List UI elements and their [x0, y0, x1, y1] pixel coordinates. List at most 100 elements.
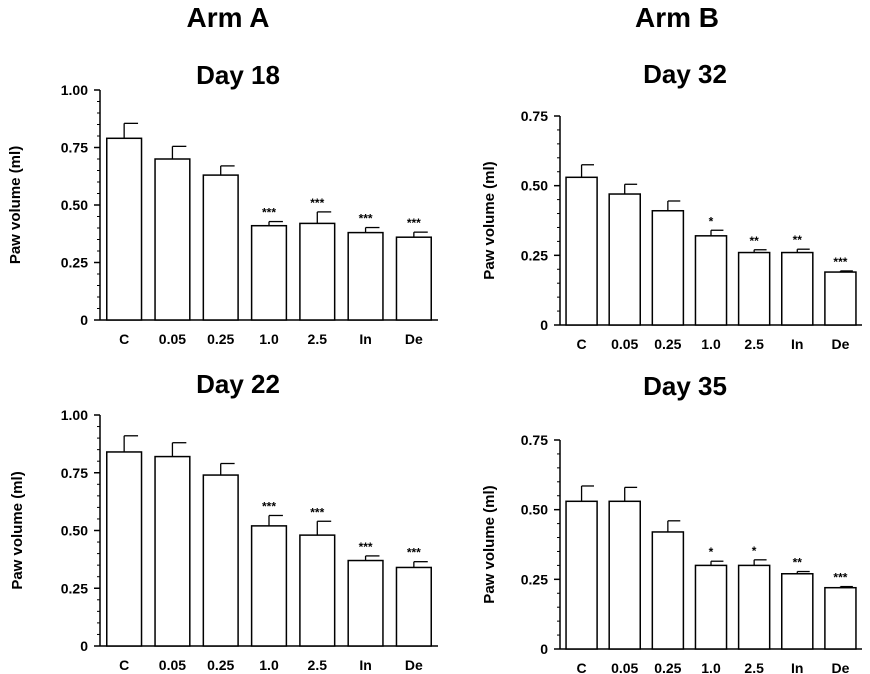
bar [694, 235, 728, 326]
bar [565, 500, 598, 650]
chart-title: Day 22 [196, 369, 280, 399]
x-tick-label: C [577, 660, 587, 674]
x-tick-label: 2.5 [308, 331, 328, 347]
significance-label: *** [407, 216, 421, 230]
x-tick-label: 0.25 [207, 331, 234, 347]
x-tick-label: 2.5 [744, 336, 764, 352]
y-tick-label: 1.00 [61, 82, 88, 98]
y-tick-label: 0.25 [521, 247, 548, 263]
bar [106, 137, 143, 321]
bar [651, 209, 685, 326]
significance-label: ** [793, 556, 803, 570]
bar [395, 566, 432, 647]
y-tick-label: 0 [540, 641, 548, 657]
bar [299, 222, 336, 321]
significance-label: ** [793, 233, 803, 247]
significance-label: *** [833, 571, 847, 585]
significance-label: *** [262, 206, 276, 220]
y-axis-label: Paw volume (ml) [481, 161, 498, 279]
significance-label: * [709, 545, 714, 559]
x-tick-label: 0.05 [159, 331, 186, 347]
bar [694, 564, 728, 650]
chart-title: Day 32 [643, 59, 727, 89]
bar [202, 174, 239, 321]
bar [737, 251, 771, 326]
x-tick-label: 1.0 [701, 336, 721, 352]
x-tick-label: C [577, 336, 587, 352]
bar [395, 236, 432, 321]
bar [781, 251, 814, 326]
arm-b-title: Arm B [634, 2, 719, 33]
x-tick-label: In [359, 331, 371, 347]
x-tick-label: 0.25 [207, 657, 234, 673]
bar [154, 455, 191, 647]
bar [824, 586, 857, 650]
y-tick-label: 0.75 [61, 140, 88, 156]
y-axis-label: Paw volume (ml) [9, 471, 26, 589]
y-tick-label: 0.50 [521, 502, 548, 518]
significance-label: *** [833, 255, 847, 269]
bar [202, 474, 239, 647]
y-tick-label: 0.50 [521, 178, 548, 194]
bar [608, 500, 641, 650]
bar [299, 534, 336, 647]
y-tick-label: 1.00 [61, 407, 88, 423]
significance-label: *** [359, 212, 373, 226]
bar [154, 158, 191, 321]
y-tick-label: 0.50 [61, 523, 88, 539]
x-tick-label: 0.25 [654, 336, 681, 352]
y-tick-label: 0.75 [521, 108, 548, 124]
x-tick-label: De [405, 657, 423, 673]
x-tick-label: De [831, 660, 849, 674]
bar [651, 531, 685, 650]
y-tick-label: 0.25 [521, 571, 548, 587]
x-tick-label: C [119, 657, 129, 673]
bar [737, 564, 771, 650]
y-tick-label: 0.25 [61, 580, 88, 596]
bar [250, 525, 288, 647]
x-tick-label: In [791, 336, 803, 352]
y-tick-label: 0.25 [61, 255, 88, 271]
x-tick-label: 1.0 [701, 660, 721, 674]
bar [250, 224, 288, 321]
x-tick-label: 0.05 [159, 657, 186, 673]
bar [608, 193, 641, 326]
y-tick-label: 0.75 [61, 465, 88, 481]
x-tick-label: De [831, 336, 849, 352]
x-tick-label: De [405, 331, 423, 347]
significance-label: ** [749, 234, 759, 248]
bar [565, 176, 598, 326]
x-tick-label: 0.25 [654, 660, 681, 674]
x-tick-label: 1.0 [259, 657, 279, 673]
significance-label: * [709, 214, 714, 228]
significance-label: *** [310, 505, 324, 519]
y-axis-label: Paw volume (ml) [481, 485, 498, 603]
y-axis-label: Paw volume (ml) [7, 146, 24, 264]
x-tick-label: 1.0 [259, 331, 279, 347]
y-tick-label: 0.75 [521, 432, 548, 448]
bar [824, 271, 857, 326]
x-tick-label: 0.05 [611, 336, 638, 352]
significance-label: *** [359, 540, 373, 554]
x-tick-label: 2.5 [744, 660, 764, 674]
x-tick-label: 0.05 [611, 660, 638, 674]
bar [347, 231, 384, 321]
y-tick-label: 0.50 [61, 197, 88, 213]
x-tick-label: In [359, 657, 371, 673]
y-tick-label: 0 [80, 638, 88, 654]
chart-title: Day 35 [643, 371, 727, 401]
y-tick-label: 0 [540, 317, 548, 333]
arm-a-title: Arm A [186, 2, 270, 33]
significance-label: *** [310, 196, 324, 210]
y-tick-label: 0 [80, 312, 88, 328]
bar [781, 573, 814, 650]
significance-label: * [752, 544, 757, 558]
chart-title: Day 18 [196, 60, 280, 90]
significance-label: *** [407, 546, 421, 560]
x-tick-label: C [119, 331, 129, 347]
significance-label: *** [262, 499, 276, 513]
x-tick-label: 2.5 [308, 657, 328, 673]
bar [106, 451, 143, 647]
bar [347, 559, 384, 647]
